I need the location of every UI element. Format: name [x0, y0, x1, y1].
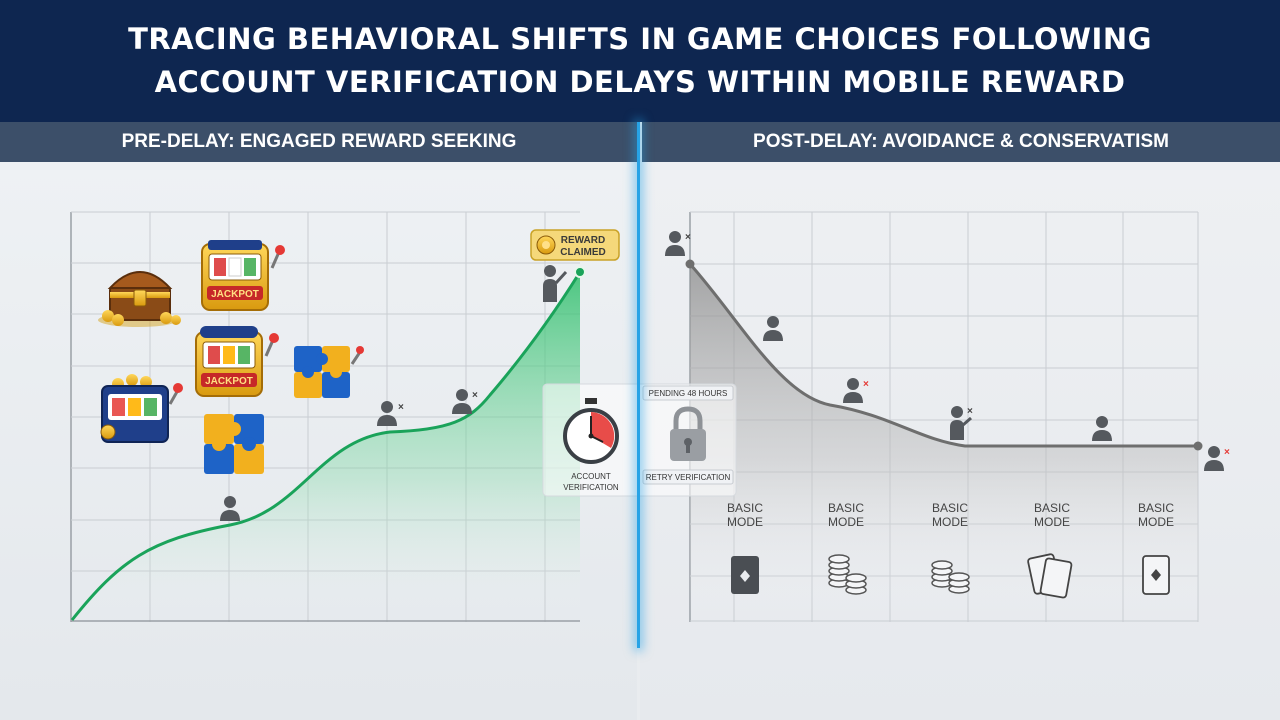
mode-line2: MODE: [1138, 515, 1174, 529]
puzzle-icon: [294, 346, 364, 398]
jackpot-label-2: JACKPOT: [205, 376, 253, 387]
engagement-curve: [70, 271, 582, 621]
user-celebrating-icon: [543, 265, 568, 302]
reward-claimed-badge: REWARD CLAIMED: [530, 229, 620, 261]
title-line-2: ACCOUNT VERIFICATION DELAYS WITHIN MOBIL…: [154, 65, 1126, 99]
mode-line2: MODE: [828, 515, 864, 529]
decline-end-point: [1193, 441, 1203, 451]
stopwatch-icon: [563, 398, 619, 464]
mode-line1: BASIC: [727, 501, 763, 515]
mode-line1: BASIC: [1138, 501, 1174, 515]
mode-line1: BASIC: [932, 501, 968, 515]
slot-machine-icon: JACKPOT: [201, 240, 285, 311]
puzzle-icon: [204, 414, 264, 474]
chip-stack-icon: [828, 554, 867, 595]
pending-label-box: [642, 385, 734, 401]
user-rejected-icon: ×: [452, 389, 478, 414]
mode-line1: BASIC: [1034, 501, 1070, 515]
title-bar: TRACING BEHAVIORAL SHIFTS IN GAME CHOICE…: [0, 0, 1280, 122]
right-section-header: POST-DELAY: AVOIDANCE & CONSERVATISM: [642, 122, 1280, 162]
slot-machine-icon: [100, 374, 183, 443]
svg-text:×: ×: [967, 406, 973, 417]
svg-text:×: ×: [398, 402, 404, 413]
user-rejected-icon: ×: [843, 378, 869, 403]
engagement-peak-point: [574, 266, 586, 278]
retry-verification-label: RETRY VERIFICATION: [646, 473, 731, 482]
mode-label-2: BASIC MODE: [828, 501, 864, 529]
svg-text:×: ×: [1224, 447, 1230, 458]
user-rejected-icon: ×: [950, 406, 973, 440]
lock-icon: [670, 406, 706, 461]
treasure-chest-icon: [98, 271, 181, 327]
timer-label-2: VERIFICATION: [563, 483, 619, 492]
mode-line2: MODE: [727, 515, 763, 529]
mode-label-3: BASIC MODE: [932, 501, 968, 529]
decline-start-point: [685, 259, 695, 269]
reward-badge-line2: CLAIMED: [560, 247, 606, 258]
card-icon: [1142, 555, 1170, 595]
mode-label-4: BASIC MODE: [1034, 501, 1070, 529]
title-line-1: TRACING BEHAVIORAL SHIFTS IN GAME CHOICE…: [128, 22, 1152, 56]
mode-label-1: BASIC MODE: [727, 501, 763, 529]
decline-curve: [688, 263, 1198, 448]
left-section-header: PRE-DELAY: ENGAGED REWARD SEEKING: [0, 122, 638, 162]
chip-stack-icon: [931, 560, 970, 594]
timer-label-1: ACCOUNT: [571, 472, 611, 481]
two-cards-icon: [1027, 553, 1073, 599]
mode-line2: MODE: [1034, 515, 1070, 529]
user-icon: [220, 496, 240, 521]
user-icon: [763, 316, 783, 341]
jackpot-label-1: JACKPOT: [211, 289, 259, 300]
user-rejected-icon: ×: [665, 231, 691, 256]
user-rejected-icon: ×: [377, 401, 404, 426]
pending-label: PENDING 48 HOURS: [649, 389, 728, 398]
mode-label-5: BASIC MODE: [1138, 501, 1174, 529]
svg-text:×: ×: [685, 232, 691, 243]
mode-line2: MODE: [932, 515, 968, 529]
svg-text:×: ×: [472, 390, 478, 401]
user-rejected-icon: ×: [1204, 446, 1230, 471]
reward-badge-line1: REWARD: [561, 235, 605, 246]
slot-machine-icon: JACKPOT: [195, 326, 279, 397]
user-icon: [1092, 416, 1112, 441]
retry-verification-button[interactable]: [642, 469, 734, 485]
phase-divider: [637, 122, 640, 648]
card-icon: [731, 556, 759, 594]
mode-line1: BASIC: [828, 501, 864, 515]
svg-text:×: ×: [863, 379, 869, 390]
